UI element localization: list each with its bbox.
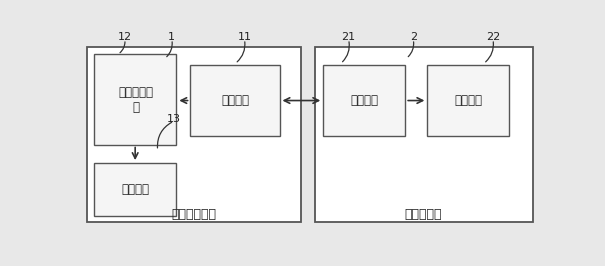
Text: 22: 22 [486,32,500,42]
Bar [94,55,177,145]
Bar [427,65,509,136]
Bar [87,47,301,222]
Text: 12: 12 [118,32,132,42]
Text: 11: 11 [237,32,252,42]
Text: 21: 21 [341,32,356,42]
Bar [323,65,405,136]
Bar [94,163,177,216]
Text: 距离测量模
块: 距离测量模 块 [118,85,153,114]
Text: 13: 13 [167,114,181,124]
Text: 锚节点单元: 锚节点单元 [405,208,442,221]
Text: 目标节点单元: 目标节点单元 [171,208,216,221]
Text: 定位模块: 定位模块 [122,183,149,196]
Text: 传输模块: 传输模块 [350,94,378,107]
Text: 收发模块: 收发模块 [221,94,249,107]
Text: 判断模块: 判断模块 [454,94,482,107]
Text: 1: 1 [168,32,175,42]
Bar [315,47,533,222]
Text: 2: 2 [410,32,417,42]
Bar [191,65,280,136]
